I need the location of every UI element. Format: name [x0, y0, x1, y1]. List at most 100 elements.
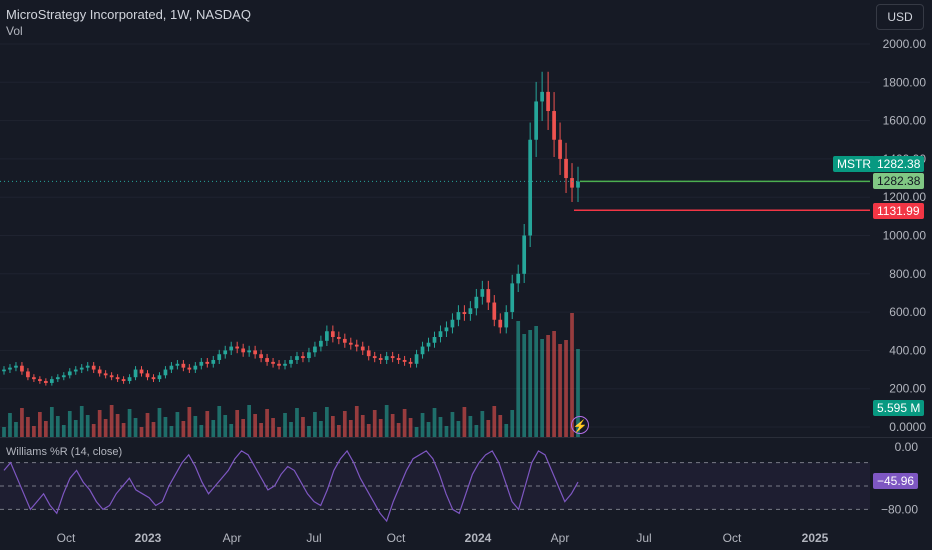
candle-body — [528, 139, 533, 236]
volume-bar — [414, 427, 419, 437]
candle-body — [205, 361, 210, 364]
candle-body — [55, 377, 60, 380]
volume-bar — [85, 415, 90, 437]
candle-body — [546, 91, 550, 112]
candle-body — [558, 139, 562, 159]
volume-bar — [181, 421, 186, 437]
volume-bar — [121, 423, 126, 437]
candle-body — [121, 379, 126, 382]
volume-bar — [139, 427, 144, 437]
volume-bar — [492, 406, 497, 437]
volume-bar — [49, 407, 54, 437]
volume-bar — [390, 414, 395, 437]
pane-separator — [0, 437, 932, 438]
williams-axis-label: −80.00 — [881, 502, 918, 516]
candle-body — [390, 356, 395, 359]
candle-body — [348, 342, 353, 345]
time-axis-label: Apr — [551, 531, 570, 545]
candle-body — [516, 273, 521, 284]
volume-bar — [241, 419, 246, 437]
lightning-icon[interactable]: ⚡ — [571, 416, 589, 434]
volume-bar — [486, 420, 491, 437]
williams-value-tag: −45.96 — [873, 473, 919, 489]
candle-body — [157, 375, 162, 380]
volume-bar — [115, 414, 120, 437]
time-axis-label: Jul — [636, 531, 651, 545]
volume-bar — [552, 331, 556, 437]
volume-bar — [468, 416, 473, 437]
currency-button[interactable]: USD — [876, 4, 924, 30]
candle-body — [450, 319, 455, 328]
candle-body — [26, 371, 30, 378]
candle-body — [307, 352, 311, 359]
volume-bar — [283, 413, 287, 437]
candle-body — [336, 336, 341, 339]
candle-body — [265, 358, 269, 362]
volume-bar — [32, 426, 36, 437]
williams-axis-label: 0.00 — [895, 440, 919, 454]
candle-body — [103, 373, 108, 376]
volume-bar — [61, 425, 66, 437]
candle-body — [378, 358, 383, 360]
volume-bar — [546, 335, 550, 437]
candle-body — [564, 158, 568, 179]
volume-bar — [20, 408, 24, 437]
candle-body — [2, 369, 6, 372]
volume-bar — [38, 412, 42, 437]
volume-bar — [360, 415, 365, 437]
candle-body — [91, 365, 96, 370]
price-axis-label: 600.00 — [889, 305, 926, 319]
volume-bar — [157, 408, 162, 437]
candle-body — [342, 338, 347, 343]
price-axis-label: 400.00 — [889, 343, 926, 357]
candle-body — [211, 359, 216, 364]
time-axis-label: Oct — [387, 531, 406, 545]
time-axis-label: 2023 — [135, 531, 162, 545]
volume-bar — [366, 424, 371, 437]
candle-body — [139, 369, 144, 374]
candle-body — [480, 289, 485, 297]
chart-title: MicroStrategy Incorporated, 1W, NASDAQ — [6, 7, 251, 22]
candle-body — [331, 331, 335, 337]
candle-body — [187, 367, 192, 370]
candle-body — [8, 367, 12, 370]
candle-body — [127, 377, 132, 382]
volume-bar — [331, 416, 335, 437]
volume-bar — [26, 417, 30, 437]
candle-body — [534, 101, 538, 140]
candle-body — [313, 346, 317, 353]
volume-bar — [426, 422, 431, 437]
candle-body — [432, 336, 437, 343]
volume-bar — [247, 405, 251, 437]
volume-bar — [127, 409, 132, 437]
volume-bar — [295, 408, 299, 437]
volume-bar — [408, 418, 413, 437]
volume-bar — [187, 407, 192, 437]
volume-bar — [354, 406, 359, 437]
volume-bar — [384, 405, 389, 437]
volume-bar — [67, 411, 72, 437]
candle-body — [49, 379, 54, 383]
candle-body — [73, 369, 78, 372]
candle-body — [426, 342, 431, 347]
time-axis-label: Apr — [223, 531, 242, 545]
volume-bar — [504, 424, 509, 437]
volume-bar — [372, 410, 377, 437]
candle-body — [354, 344, 359, 347]
candle-body — [366, 350, 371, 357]
candle-body — [486, 289, 491, 303]
candle-body — [32, 377, 36, 380]
candle-body — [181, 363, 186, 368]
candle-body — [38, 379, 42, 382]
volume-bar — [342, 411, 347, 437]
candle-body — [79, 367, 84, 370]
volume-bar — [253, 414, 257, 437]
candle-body — [217, 354, 222, 360]
candle-body — [199, 361, 204, 366]
candle-body — [259, 354, 263, 359]
volume-bar — [498, 415, 503, 437]
volume-bar — [540, 339, 544, 437]
candle-body — [384, 356, 389, 360]
time-axis-label: Oct — [57, 531, 76, 545]
